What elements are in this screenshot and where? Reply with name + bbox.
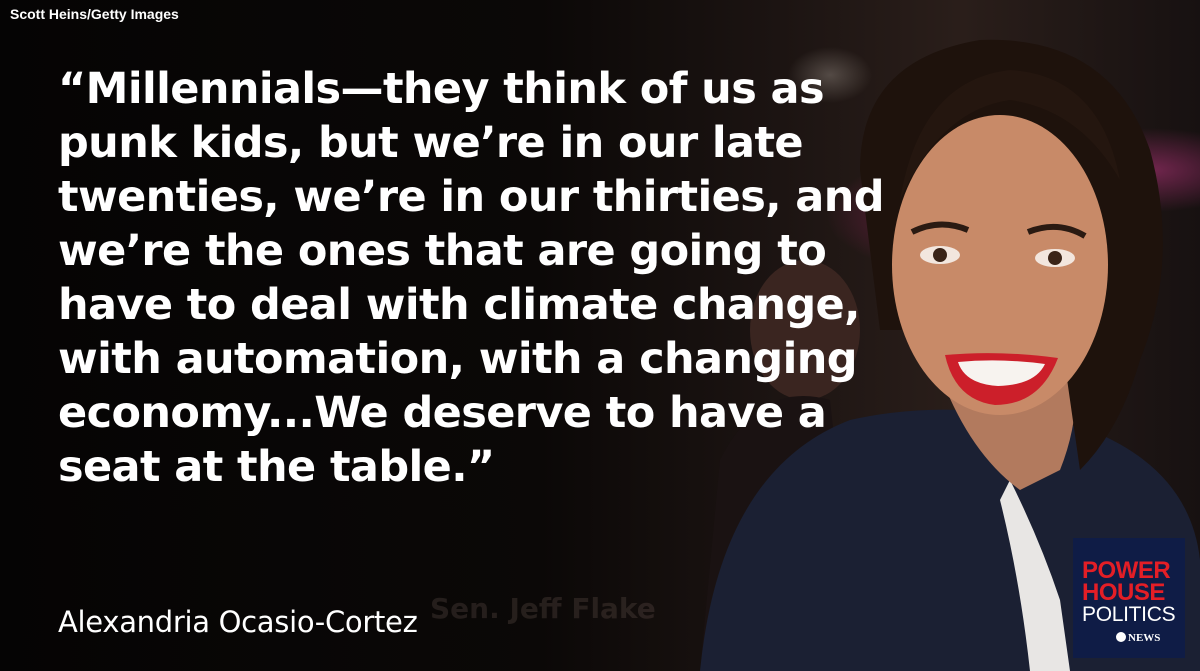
faded-ghost-text: Sen. Jeff Flake xyxy=(430,592,656,625)
background-person xyxy=(750,260,860,400)
face xyxy=(892,115,1108,415)
network-label: NEWS xyxy=(1128,632,1161,644)
quote-line: economy...We deserve to have a xyxy=(58,388,827,438)
quote-line: “Millennials—they think of us as xyxy=(58,64,825,114)
quote-line: have to deal with climate change, xyxy=(58,280,860,330)
quote-line: punk kids, but we’re in our late xyxy=(58,118,804,168)
logo-line-politics: POLITICS xyxy=(1082,603,1176,626)
logo-line-power: POWER xyxy=(1082,557,1171,584)
photo-credit: Scott Heins/Getty Images xyxy=(10,6,179,22)
abc-news-mark: NEWS xyxy=(1082,632,1179,644)
abc-icon xyxy=(1116,632,1126,642)
quote-text: “Millennials—they think of us as punk ki… xyxy=(58,62,885,494)
quote-line: with automation, with a changing xyxy=(58,334,858,384)
quote-line: seat at the table.” xyxy=(58,442,495,492)
quote-line: twenties, we’re in our thirties, and xyxy=(58,172,885,222)
quote-line: we’re the ones that are going to xyxy=(58,226,827,276)
powerhouse-politics-logo: POWER HOUSE POLITICS NEWS xyxy=(1073,538,1185,658)
logo-line-house: HOUSE xyxy=(1082,579,1165,606)
speaker-name: Alexandria Ocasio-Cortez xyxy=(58,605,418,639)
